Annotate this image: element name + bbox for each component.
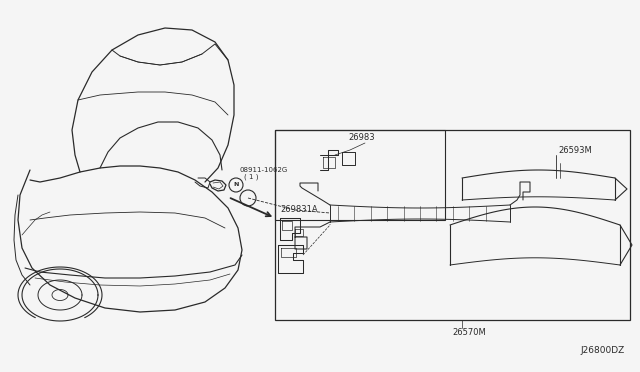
Text: 08911-1062G: 08911-1062G	[240, 167, 288, 173]
Bar	[275, 130, 445, 220]
Bar	[275, 130, 630, 320]
Text: N: N	[234, 183, 239, 187]
Text: 26983: 26983	[348, 133, 374, 142]
Text: ( 1 ): ( 1 )	[244, 173, 259, 180]
Text: 26570M: 26570M	[452, 328, 486, 337]
Text: J26800DZ: J26800DZ	[580, 346, 625, 355]
Text: 26593M: 26593M	[558, 146, 592, 155]
Text: 269831A: 269831A	[280, 205, 317, 214]
